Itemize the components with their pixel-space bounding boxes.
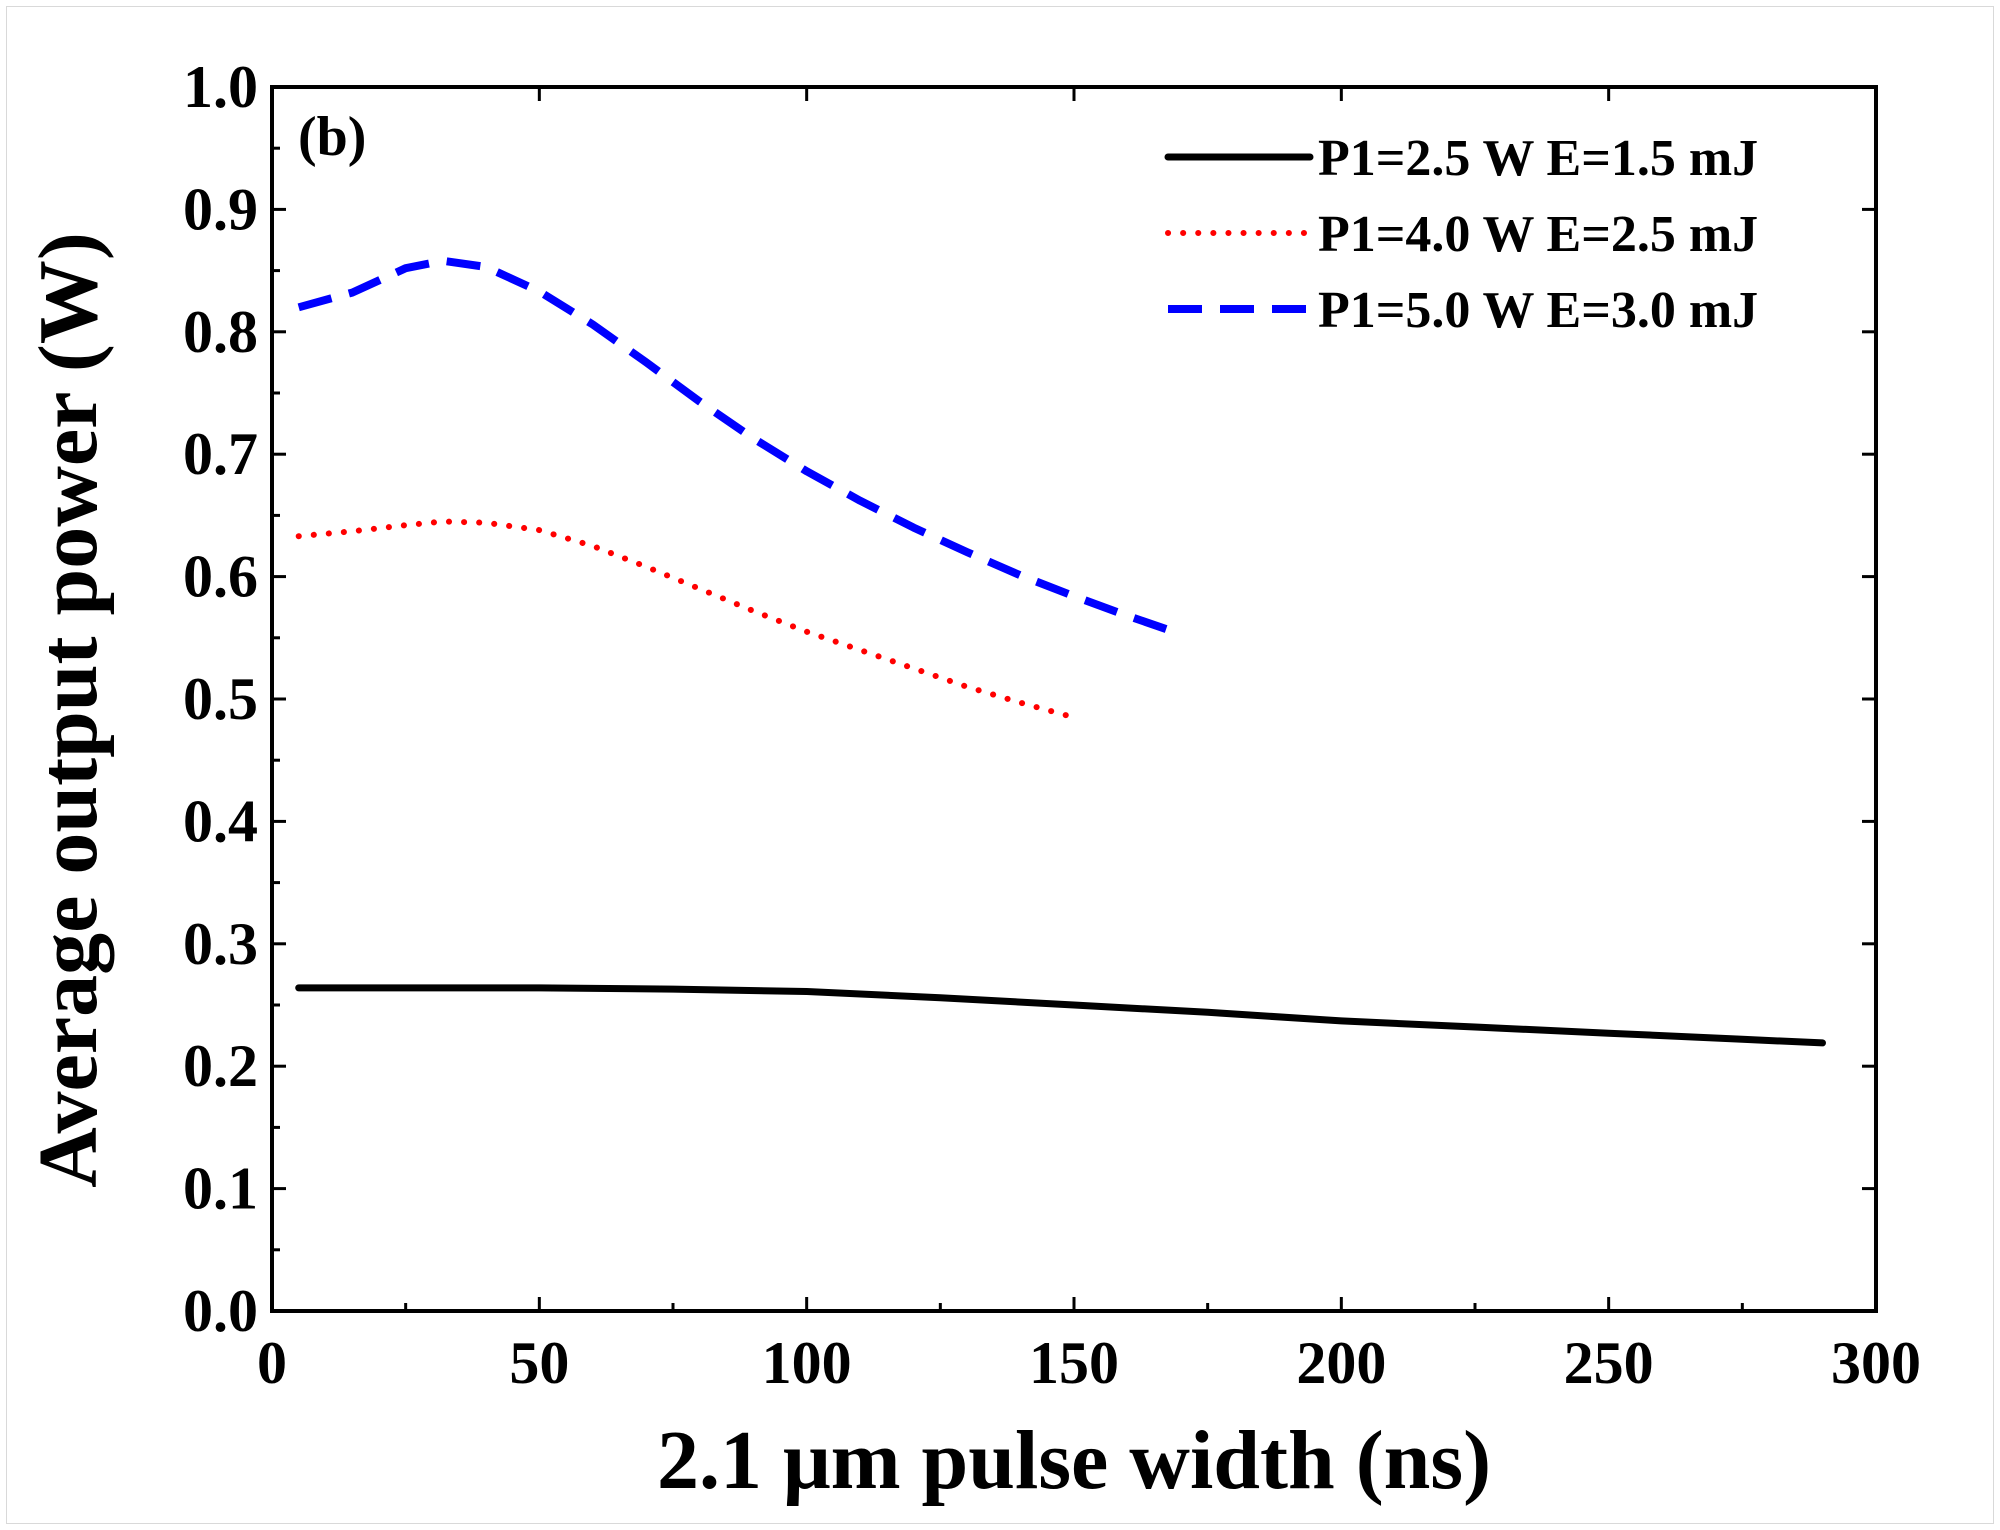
x-tick-label: 0 [257,1330,287,1396]
y-tick-label: 0.6 [183,544,258,610]
y-tick-label: 0.7 [183,421,258,487]
legend: P1=2.5 W E=1.5 mJ P1=4.0 W E=2.5 mJ P1=5.0… [1164,130,1758,339]
y-tick-label: 0.2 [183,1033,258,1099]
figure-frame [6,6,1994,1524]
y-tick-label: 0.8 [183,299,258,365]
tick-labels-layer: 0 50 100 150 200 250 300 0.0 0.1 0.2 0.3 0.4 0.5 0.6 0… [183,54,1921,1396]
series-line-1 [295,984,1826,1047]
y-tick-label: 0.1 [183,1156,258,1222]
x-tick-label: 250 [1564,1330,1654,1396]
x-tick-label: 200 [1296,1330,1386,1396]
x-tick-label: 300 [1831,1330,1921,1396]
x-tick-label: 100 [762,1330,852,1396]
series-layer [295,256,1826,1047]
x-tick-label: 150 [1029,1330,1119,1396]
y-tick-label: 0.4 [183,788,258,854]
ticks-layer [270,85,1878,1313]
panel-label: (b) [298,106,366,168]
y-tick-label: 0.5 [183,666,258,732]
legend-label-3: P1=5.0 W E=3.0 mJ [1318,282,1758,339]
series-line-3 [297,256,1183,638]
legend-label-2: P1=4.0 W E=2.5 mJ [1318,206,1758,263]
y-tick-label: 1.0 [183,54,258,120]
x-axis-title: 2.1 μm pulse width (ns) [657,1414,1491,1507]
y-axis-title: Average output power (W) [22,232,115,1188]
y-tick-label: 0.3 [183,911,258,977]
y-tick-label: 0.0 [183,1278,258,1344]
y-tick-label: 0.9 [183,176,258,242]
plot-area-frame [270,85,1878,1313]
x-tick-label: 50 [509,1330,569,1396]
legend-label-1: P1=2.5 W E=1.5 mJ [1318,130,1758,187]
